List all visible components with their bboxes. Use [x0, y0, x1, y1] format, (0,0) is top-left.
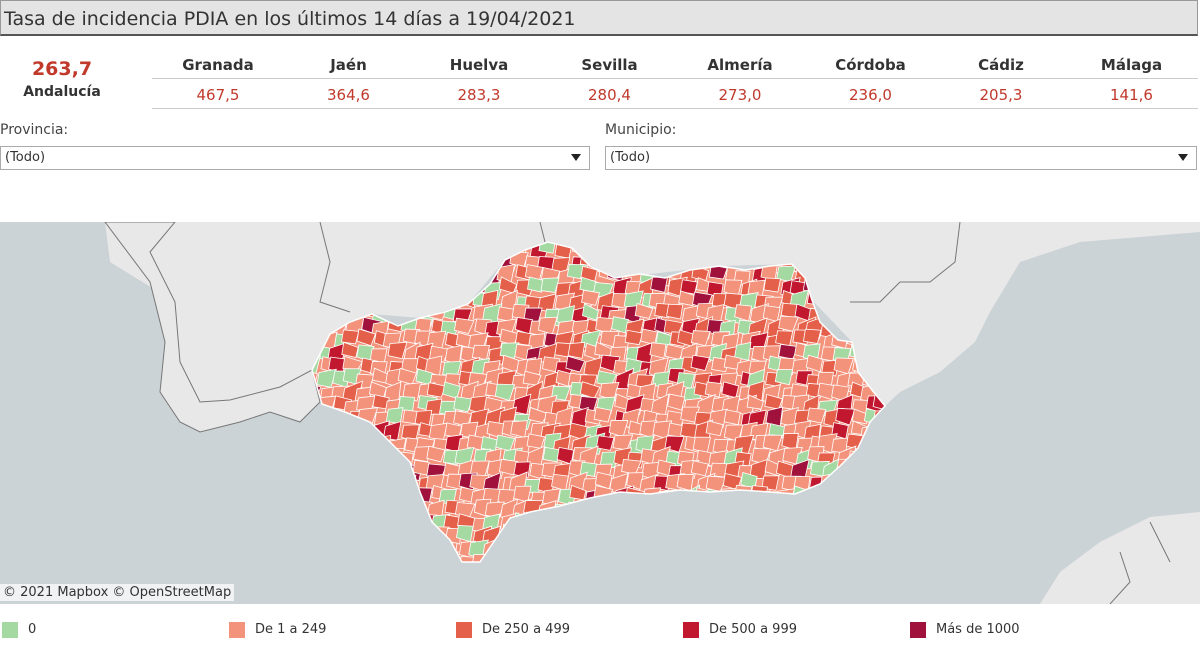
- province-name: Almería: [707, 56, 773, 74]
- municipality: [690, 354, 710, 371]
- legend-item: 0: [2, 622, 36, 638]
- municipality: [341, 341, 359, 359]
- rule: [152, 108, 1198, 109]
- municipality: [711, 356, 730, 373]
- border: [319, 222, 961, 313]
- municipality: [805, 354, 824, 373]
- total-value: 263,7: [31, 58, 93, 80]
- municipality: [690, 460, 709, 477]
- filter-label: Municipio:: [605, 122, 677, 138]
- municipality: [723, 409, 741, 426]
- municipality: [453, 317, 475, 334]
- legend-label: Más de 1000: [936, 622, 1020, 637]
- municipality: [634, 302, 654, 319]
- province-value: 283,3: [457, 86, 501, 104]
- municipality: [639, 420, 658, 439]
- filter-label: Provincia:: [0, 122, 69, 138]
- border: [1109, 521, 1171, 604]
- map: [0, 222, 1200, 604]
- province-value: 205,3: [979, 86, 1023, 104]
- province-value: 236,0: [849, 86, 892, 104]
- municipality: [453, 396, 473, 413]
- province-name: Sevilla: [581, 56, 638, 74]
- africa: [1040, 512, 1200, 604]
- legend-swatch: [683, 622, 699, 638]
- municipality: [599, 451, 620, 469]
- legend-label: 0: [28, 622, 37, 637]
- dropdown[interactable]: (Todo): [0, 146, 590, 170]
- municipality: [624, 329, 644, 346]
- municipality: [412, 446, 431, 463]
- legend-item: De 1 a 249: [229, 622, 326, 638]
- municipality: [581, 289, 601, 306]
- municipality: [402, 382, 423, 402]
- land: [0, 222, 1200, 406]
- dropdown-arrow: [1178, 154, 1188, 161]
- province-value: 467,5: [196, 86, 240, 104]
- municipality: [426, 445, 446, 463]
- municipality: [526, 433, 546, 449]
- municipality: [817, 382, 835, 401]
- municipality: [835, 407, 856, 426]
- province-name: Málaga: [1100, 56, 1163, 74]
- municipality: [593, 406, 612, 423]
- municipality: [412, 459, 430, 476]
- province-value: 280,4: [588, 86, 631, 104]
- municipality: [542, 446, 560, 463]
- municipality: [341, 329, 360, 345]
- province-value: 273,0: [718, 86, 762, 104]
- legend-item: De 250 a 499: [456, 622, 570, 638]
- municipality: [387, 341, 408, 360]
- municipality: [426, 382, 447, 398]
- municipality: [678, 290, 697, 307]
- legend-item: De 500 a 999: [683, 622, 797, 638]
- portugal: [104, 222, 321, 433]
- municipality: [774, 369, 794, 386]
- province-name: Huelva: [449, 56, 509, 74]
- province-value: 364,6: [327, 86, 370, 104]
- legend-swatch: [910, 622, 926, 638]
- legend-label: De 250 a 499: [482, 622, 570, 637]
- municipality: [704, 381, 723, 398]
- legend-swatch: [2, 622, 18, 638]
- municipality: [705, 420, 724, 437]
- municipality: [666, 303, 684, 320]
- province-name: Granada: [182, 56, 254, 74]
- total-label: Andalucía: [23, 84, 101, 100]
- municipality: [802, 328, 822, 345]
- municipality: [595, 435, 615, 451]
- municipality: [667, 393, 686, 411]
- legend-label: De 500 a 999: [709, 622, 797, 637]
- legend-label: De 1 a 249: [255, 622, 327, 637]
- municipality: [567, 341, 586, 359]
- dropdown[interactable]: (Todo): [605, 146, 1197, 170]
- municipality: [775, 330, 794, 347]
- municipality: [565, 355, 586, 373]
- dropdown-arrow: [571, 154, 581, 161]
- title-bar: Tasa de incidencia PDIA en los últimos 1…: [0, 0, 1198, 36]
- municipality: [768, 423, 787, 439]
- municipality: [527, 406, 549, 424]
- municipality: [612, 335, 630, 351]
- rule: [152, 78, 1198, 79]
- municipality: [471, 344, 491, 361]
- municipality: [763, 277, 781, 293]
- municipality: [458, 555, 478, 562]
- municipality: [649, 342, 667, 359]
- attribution: © 2021 Mapbox © OpenStreetMap: [0, 584, 235, 601]
- municipality: [540, 277, 560, 293]
- province-name: Jaén: [330, 56, 367, 74]
- municipality: [806, 407, 827, 424]
- municipality: [498, 458, 519, 476]
- province-name: Córdoba: [835, 56, 906, 74]
- province-value: 141,6: [1110, 86, 1153, 104]
- legend-item: Más de 1000: [910, 622, 1020, 638]
- legend-swatch: [229, 622, 245, 638]
- legend-swatch: [456, 622, 472, 638]
- province-name: Cádiz: [978, 56, 1024, 74]
- municipality: [581, 303, 599, 321]
